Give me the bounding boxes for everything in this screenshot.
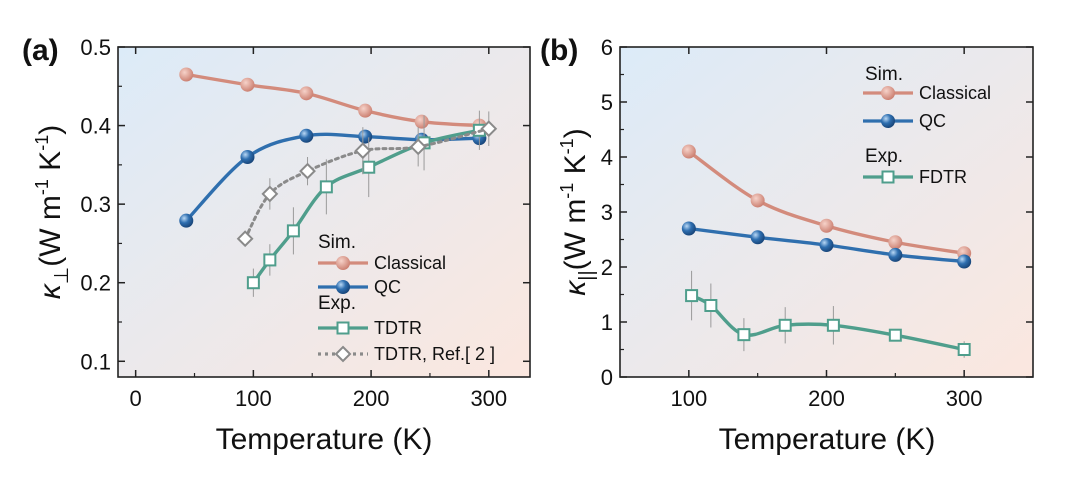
panel-b-legend-sim-heading: Sim. (865, 64, 903, 85)
data-point (240, 77, 255, 92)
series-fdtr (685, 270, 971, 358)
data-point (957, 343, 971, 356)
data-point (414, 114, 429, 129)
panel-b-series (681, 144, 972, 358)
legend-entry: TDTR, Ref.[ 2 ] (374, 344, 495, 364)
data-point (179, 213, 194, 228)
y-tick-label: 1 (601, 310, 613, 335)
legend-marker (881, 86, 895, 100)
data-point (319, 180, 333, 194)
panel-a-legend-sim-heading: Sim. (318, 232, 356, 253)
panel-a-axes: 0 100 200 300 0.1 0.2 0.3 0.4 0.5 (80, 35, 530, 411)
legend-marker (881, 170, 895, 184)
panel-b-plot-area (619, 46, 1034, 378)
data-point (681, 144, 696, 159)
data-point (750, 230, 765, 245)
x-tick-label: 0 (130, 386, 142, 411)
x-tick-label: 200 (353, 386, 390, 411)
data-point (737, 328, 751, 342)
panel-b-label: (b) (540, 34, 578, 67)
data-point (263, 253, 277, 267)
legend-marker (334, 345, 352, 363)
legend-entry: QC (374, 277, 401, 297)
data-point (179, 67, 194, 82)
y-tick-label: 0.1 (80, 349, 111, 374)
panel-a-plot-area (117, 46, 531, 378)
data-point (778, 318, 792, 332)
data-point (957, 254, 972, 269)
y-tick-label: 6 (601, 35, 613, 60)
data-point (888, 235, 903, 250)
panel-b-legend-exp-heading: Exp. (865, 146, 903, 167)
y-tick-label: 2 (601, 255, 613, 280)
legend-marker (336, 321, 350, 335)
series-qc (681, 221, 972, 269)
x-tick-label: 100 (235, 386, 272, 411)
legend-entry: QC (919, 111, 946, 131)
data-point (358, 103, 373, 118)
y-tick-label: 0.3 (80, 192, 111, 217)
y-tick-label: 4 (601, 145, 613, 170)
data-point (685, 289, 699, 303)
data-point (354, 142, 372, 160)
panel-a-legend: Sim. Exp. Classical QC TDTR TDTR, Ref.[ 2 ] (318, 232, 495, 364)
legend-entry: Classical (919, 83, 991, 103)
panel-a: (a) 0 100 200 300 0.1 0.2 0.3 0.4 0.5 Temperatur… (22, 34, 531, 456)
panel-a-y-axis-title: κ⊥(W m-1 K-1) (32, 125, 73, 299)
x-tick-label: 100 (670, 386, 707, 411)
data-point (888, 328, 902, 342)
panel-b: (b) 100 200 300 0 1 2 3 4 5 6 Temperature (K) κ||… (540, 34, 1034, 456)
data-point (240, 150, 255, 164)
panel-b-x-axis-title: Temperature (K) (719, 423, 936, 456)
panel-a-x-axis-title: Temperature (K) (216, 423, 433, 456)
series-tdtr-ref-2- (236, 111, 498, 248)
legend-marker (336, 256, 350, 270)
panel-a-label: (a) (22, 34, 59, 67)
data-point (704, 299, 718, 312)
y-tick-label: 3 (601, 200, 613, 225)
data-point (819, 218, 834, 233)
panel-a-legend-exp-heading: Exp. (318, 293, 356, 314)
y-tick-label: 5 (601, 90, 613, 115)
series-classical (179, 67, 487, 133)
legend-marker (336, 280, 350, 294)
data-point (681, 221, 696, 236)
panel-b-y-axis-title: κ||(W m-1 K-1) (557, 128, 598, 295)
panel-a-series (179, 67, 498, 297)
data-point (362, 160, 376, 174)
data-point (826, 318, 840, 332)
data-point (246, 276, 260, 290)
data-point (261, 185, 279, 203)
data-point (286, 224, 300, 238)
data-point (236, 230, 254, 248)
data-point (299, 86, 314, 101)
y-tick-label: 0 (601, 365, 613, 390)
panel-b-axes: 100 200 300 0 1 2 3 4 5 6 (601, 35, 1033, 411)
y-tick-label: 0.4 (80, 114, 111, 139)
data-point (409, 138, 427, 156)
x-tick-label: 200 (808, 386, 845, 411)
legend-entry: FDTR (919, 167, 967, 187)
legend-entry: Classical (374, 253, 446, 273)
x-tick-label: 300 (470, 386, 507, 411)
data-point (888, 247, 903, 262)
y-tick-label: 0.5 (80, 35, 111, 60)
legend-entry: TDTR (374, 318, 422, 338)
panel-b-legend: Sim. Exp. Classical QC FDTR (863, 64, 991, 187)
y-tick-label: 0.2 (80, 271, 111, 296)
data-point (299, 162, 316, 180)
data-point (480, 120, 498, 138)
legend-marker (881, 114, 895, 128)
data-point (819, 238, 834, 252)
data-point (750, 193, 765, 208)
x-tick-label: 300 (946, 386, 983, 411)
data-point (299, 128, 314, 143)
data-point (358, 129, 373, 144)
